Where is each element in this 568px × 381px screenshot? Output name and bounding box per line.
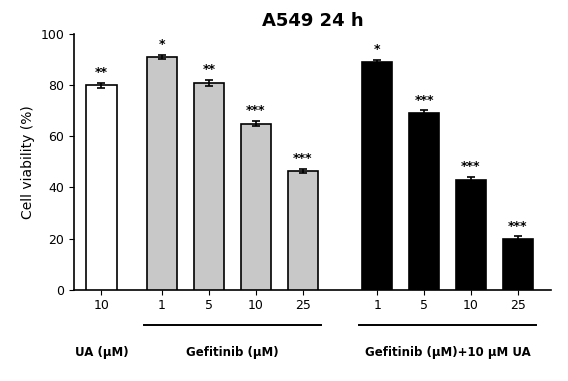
Text: **: ** [95, 66, 108, 79]
Text: ***: *** [293, 152, 312, 165]
Bar [456, 180, 486, 290]
Bar [503, 239, 533, 290]
Bar [86, 85, 116, 290]
Text: *: * [374, 43, 381, 56]
Text: UA (μM): UA (μM) [74, 346, 128, 359]
Bar [409, 114, 439, 290]
Bar [362, 62, 392, 290]
Bar [194, 83, 224, 290]
Title: A549 24 h: A549 24 h [262, 12, 363, 30]
Text: **: ** [202, 63, 215, 76]
Text: ***: *** [461, 160, 481, 173]
Bar [241, 123, 271, 290]
Bar [147, 57, 177, 290]
Bar [287, 171, 318, 290]
Text: ***: *** [508, 219, 528, 233]
Text: Gefitinib (μM): Gefitinib (μM) [186, 346, 279, 359]
Text: ***: *** [246, 104, 266, 117]
Text: ***: *** [414, 93, 434, 107]
Y-axis label: Cell viability (%): Cell viability (%) [20, 105, 35, 219]
Text: Gefitinib (μM)+10 μM UA: Gefitinib (μM)+10 μM UA [365, 346, 531, 359]
Text: *: * [159, 38, 165, 51]
